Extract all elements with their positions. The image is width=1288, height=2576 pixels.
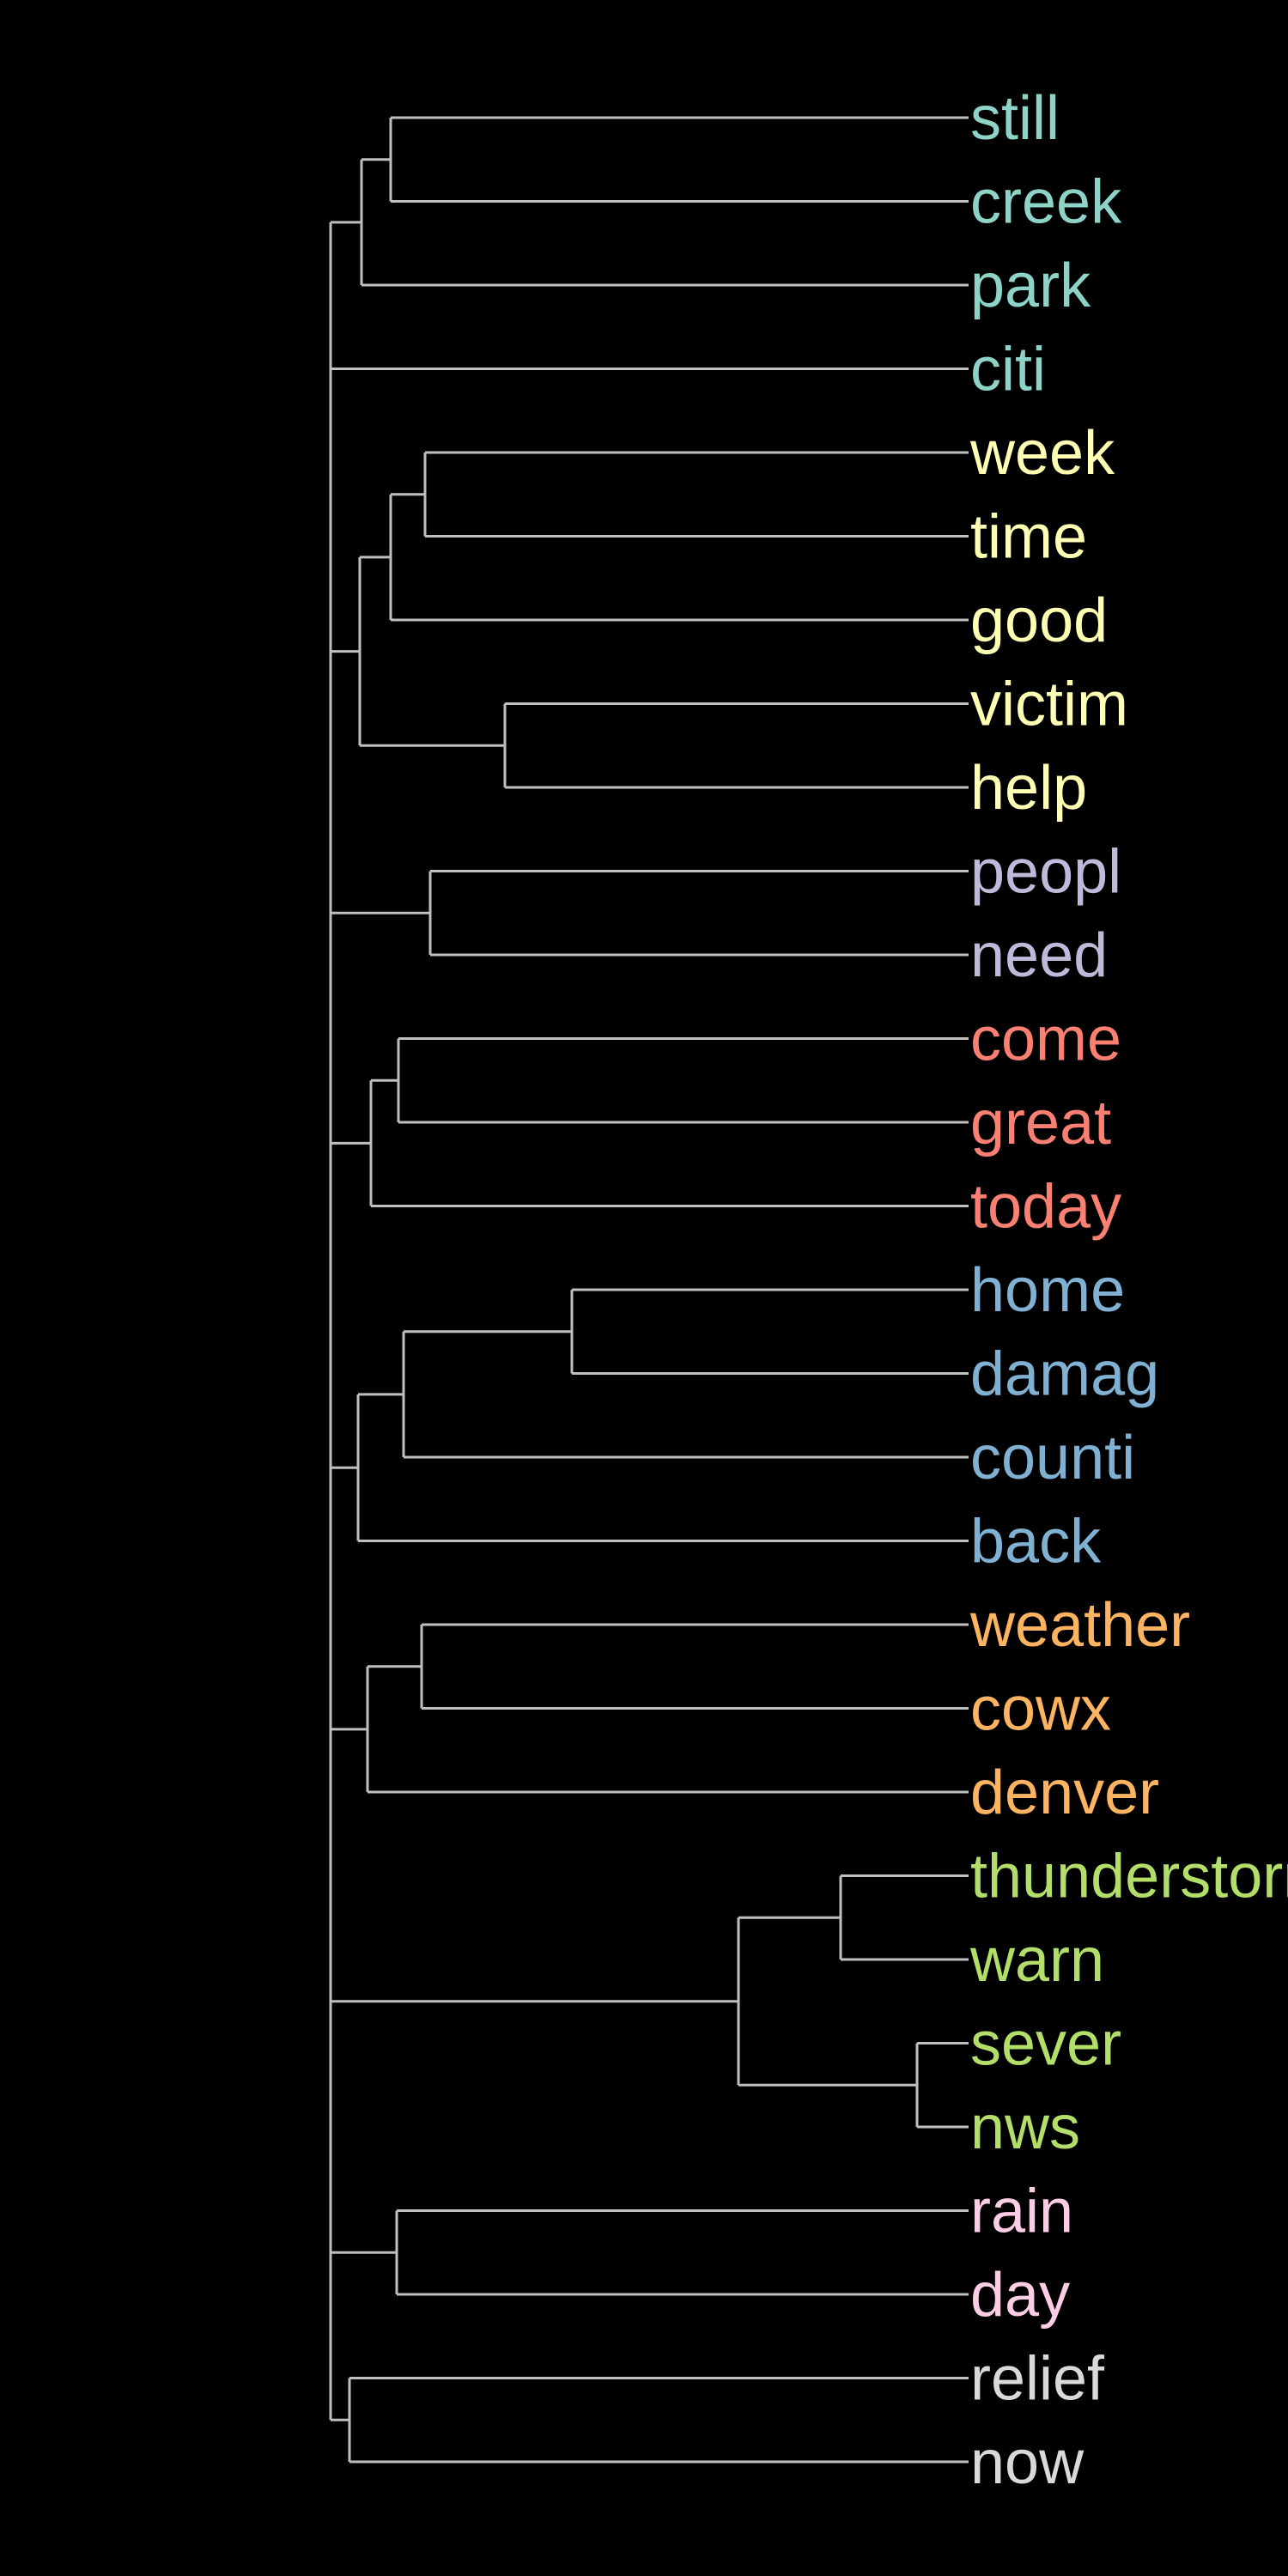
dendrogram-branches [329,116,969,2464]
leaf-label-come: come [970,1005,1121,1074]
leaf-label-thunderstorm: thunderstorm [970,1843,1288,1911]
leaf-label-park: park [970,252,1091,320]
leaf-label-victim: victim [970,671,1128,739]
leaf-label-great: great [970,1089,1111,1157]
leaf-label-weather: weather [969,1591,1190,1660]
leaf-label-nws: nws [970,2093,1080,2162]
leaf-label-citi: citi [970,336,1046,404]
leaf-label-week: week [969,419,1115,488]
leaf-label-still: still [970,84,1060,153]
leaf-label-sever: sever [970,2010,1121,2079]
leaf-label-now: now [970,2428,1084,2497]
leaf-label-counti: counti [970,1424,1135,1492]
leaf-label-damag: damag [970,1340,1159,1409]
leaf-label-day: day [970,2261,1070,2330]
leaf-label-today: today [970,1173,1121,1242]
leaf-label-peopl: peopl [970,838,1121,907]
leaf-label-warn: warn [969,1926,1104,1995]
leaf-label-home: home [970,1256,1125,1325]
leaf-label-denver: denver [970,1759,1159,1827]
leaf-label-good: good [970,586,1108,655]
leaf-label-relief: relief [970,2345,1105,2414]
leaf-label-back: back [970,1508,1102,1577]
leaf-label-creek: creek [970,168,1122,237]
leaf-label-help: help [970,754,1087,823]
leaf-labels: still creek park citi week time good victim help… [969,84,1288,2497]
leaf-label-need: need [970,921,1108,990]
leaf-label-cowx: cowx [970,1675,1111,1744]
leaf-label-time: time [970,503,1087,572]
leaf-label-rain: rain [970,2178,1073,2246]
